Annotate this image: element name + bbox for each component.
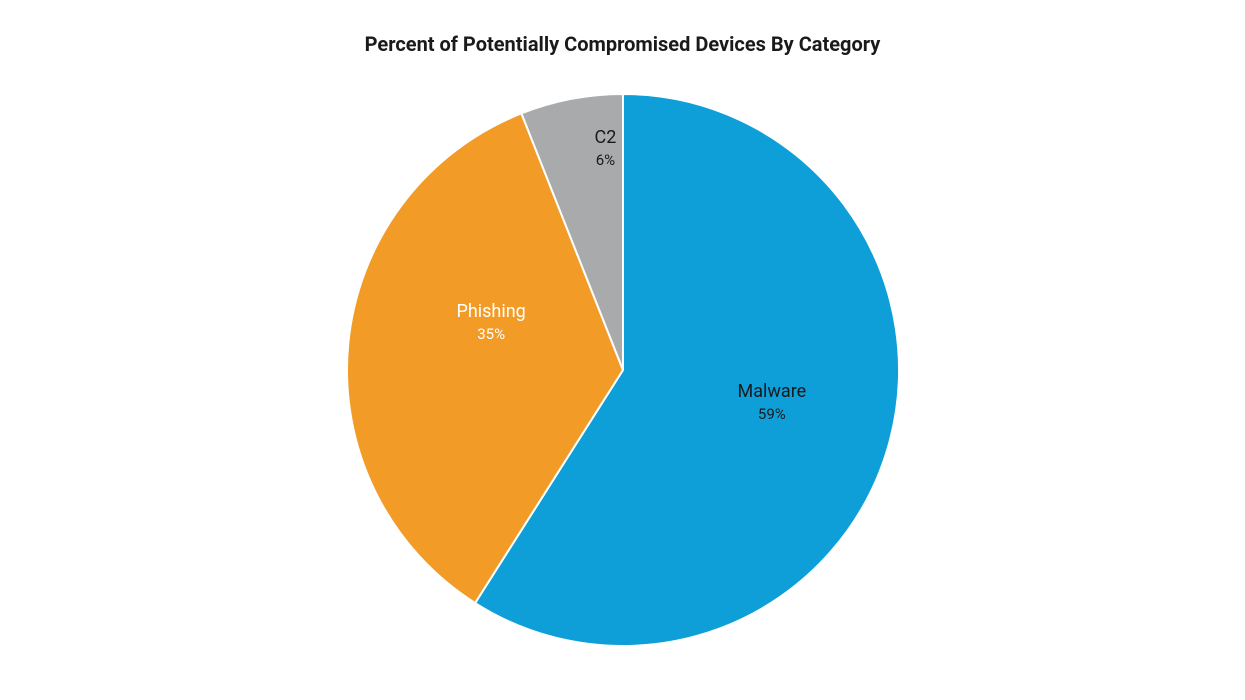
pie-chart: Malware59%Phishing35%C26% bbox=[343, 90, 903, 650]
pie-svg bbox=[343, 90, 903, 650]
chart-title: Percent of Potentially Compromised Devic… bbox=[0, 32, 1245, 56]
